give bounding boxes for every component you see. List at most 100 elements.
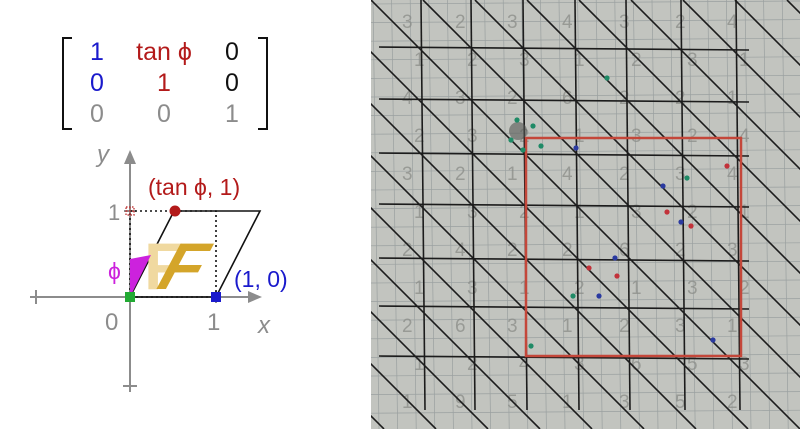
- paper-digit: 6: [455, 316, 466, 337]
- matrix-cell-r1-c3: 0: [225, 38, 239, 66]
- grid-line-vertical: [744, 0, 752, 430]
- paper-digit: 2: [675, 240, 686, 261]
- paper-digit: 3: [619, 392, 630, 413]
- ink-diagonal-line: [318, 0, 749, 430]
- paper-dot: [514, 117, 520, 123]
- paper-digit: 2: [619, 316, 630, 337]
- grid-line-vertical: [447, 0, 454, 430]
- paper-digit: 2: [414, 126, 425, 147]
- paper-digit: 6: [562, 88, 573, 109]
- ink-blot: [509, 122, 527, 140]
- grid-line-horizontal: [370, 242, 800, 247]
- paper-digit: 4: [727, 12, 738, 33]
- matrix-cell-r2-c3: 0: [225, 69, 239, 97]
- grid-line-horizontal: [370, 372, 800, 377]
- grid-line-horizontal: [370, 168, 800, 172]
- grid-line-horizontal: [370, 298, 800, 302]
- paper-dot: [678, 219, 684, 225]
- paper-digit: 1: [414, 202, 425, 223]
- paper-digit: 3: [675, 164, 686, 185]
- paper-dot: [710, 337, 716, 343]
- x-axis-label: x: [257, 312, 271, 339]
- tan-phi-point-label: (tan ϕ, 1): [148, 174, 240, 200]
- grid-line-horizontal: [370, 130, 800, 135]
- paper-digit: 1: [519, 278, 530, 299]
- paper-digit: 2: [455, 164, 466, 185]
- paper-dot: [604, 75, 610, 81]
- paper-digit: 3: [739, 354, 750, 375]
- paper-digit: 3: [727, 240, 738, 261]
- paper-digit: 2: [739, 278, 750, 299]
- paper-digit: 1: [574, 202, 585, 223]
- ink-diagonal-line: [630, 0, 800, 171]
- paper-digit: 2: [574, 278, 585, 299]
- matrix-cell-r1-c2: tan ϕ: [136, 38, 192, 66]
- ink-diagonal-line: [578, 0, 800, 223]
- grid-line-vertical: [781, 0, 789, 430]
- paper-dot: [724, 163, 730, 169]
- paper-digit: 3: [507, 316, 518, 337]
- shear-angle-wedge: [130, 255, 151, 297]
- matrix-cell-r3-c1: 0: [90, 100, 104, 128]
- paper-digit: 1: [631, 278, 642, 299]
- paper-digit: 1: [414, 50, 425, 71]
- unit-x-point-label: (1, 0): [234, 266, 288, 292]
- paper-digit: 1: [574, 50, 585, 71]
- paper-digit: 2: [631, 50, 642, 71]
- ink-vertical-line: [680, 0, 686, 411]
- paper-digit: 3: [455, 88, 466, 109]
- unit-x-point: [211, 292, 221, 302]
- matrix-cell-r1-c1: 1: [90, 38, 104, 66]
- x-axis-arrow: [248, 291, 262, 303]
- paper-digit: 3: [631, 126, 642, 147]
- matrix-cell-r2-c2: 1: [157, 69, 171, 97]
- paper-digit: 2: [687, 202, 698, 223]
- paper-digit: 5: [675, 392, 686, 413]
- red-square: [524, 136, 743, 358]
- matrix-cell-r2-c1: 0: [90, 69, 104, 97]
- paper-digit: 2: [402, 240, 413, 261]
- paper-digit: 4: [562, 12, 573, 33]
- paper-dot: [530, 123, 536, 129]
- paper-dot: [573, 145, 579, 151]
- angle-label: ϕ: [108, 258, 121, 284]
- paper-digit: 3: [402, 164, 413, 185]
- paper-digit: 1: [562, 392, 573, 413]
- paper-dot: [688, 223, 694, 229]
- paper-digit: 6: [631, 354, 642, 375]
- paper-dot: [660, 183, 666, 189]
- grid-line-horizontal: [370, 93, 800, 98]
- paper-digit: 5: [507, 392, 518, 413]
- paper-digit: 1: [562, 316, 573, 337]
- grid-line-horizontal: [370, 409, 800, 414]
- y-tick-label: 1: [108, 200, 120, 225]
- paper-digit: 2: [507, 88, 518, 109]
- paper-digit: 2: [675, 12, 686, 33]
- ink-horizontal-line: [378, 355, 750, 360]
- shear-matrix: 1 tan ϕ 0 0 1 0 0 0 1: [62, 37, 268, 130]
- paper-digit: 4: [519, 354, 530, 375]
- paper-digit: 3: [507, 12, 518, 33]
- sheared-parallelogram: [128, 210, 262, 298]
- paper-digit: 2: [467, 354, 478, 375]
- paper-digit: 4: [562, 164, 573, 185]
- paper-digit: 1: [727, 316, 738, 337]
- ink-horizontal-line: [378, 152, 750, 157]
- ink-vertical-line: [420, 0, 426, 411]
- paper-dot: [612, 255, 618, 261]
- y-axis-arrow: [124, 150, 136, 164]
- paper-digit: 2: [507, 240, 518, 261]
- paper-digit: 3: [619, 12, 630, 33]
- y-axis-label: y: [95, 141, 111, 168]
- grid-line-vertical: [409, 0, 417, 430]
- colored-dots: [508, 75, 730, 349]
- paper-digit: 2: [675, 88, 686, 109]
- paper-digit: 2: [727, 392, 738, 413]
- grid-line-vertical: [428, 0, 436, 430]
- paper-digit: 2: [402, 316, 413, 337]
- paper-digit: 3: [467, 278, 478, 299]
- grid-line-horizontal: [370, 112, 800, 116]
